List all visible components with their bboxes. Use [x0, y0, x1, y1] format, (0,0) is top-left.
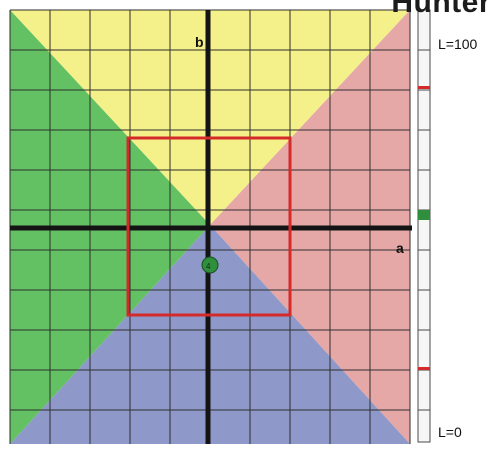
lightness-slider-thumb[interactable]: [418, 210, 430, 220]
lightness-marker-upper: [418, 86, 430, 89]
a-axis-label: a: [396, 240, 404, 256]
sample-point-marker[interactable]: [201, 256, 219, 274]
b-axis-label: b: [195, 34, 204, 50]
lightness-marker-lower: [418, 367, 430, 370]
lightness-top-label: L=100: [438, 36, 478, 52]
selection-box[interactable]: [126, 136, 292, 317]
lightness-bottom-label: L=0: [438, 424, 462, 440]
lightness-scale-bar: [417, 9, 431, 443]
marker-glyph: 4: [206, 262, 211, 271]
chart-title-fragment: Hunter: [391, 0, 491, 19]
